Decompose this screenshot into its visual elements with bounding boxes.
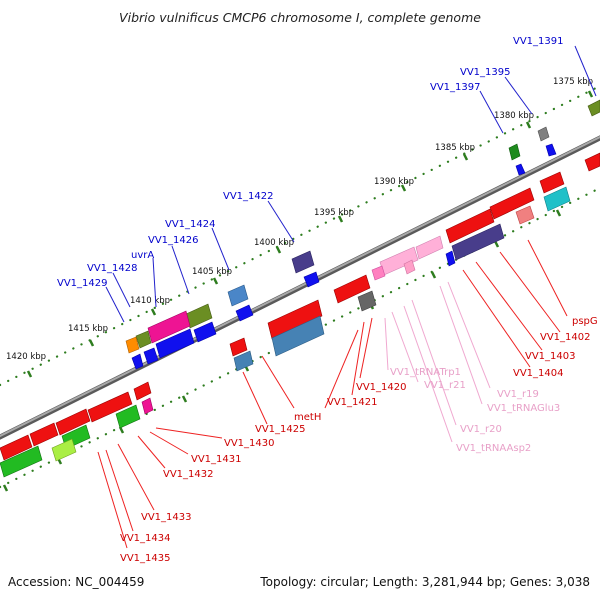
- leader-lines-red: [97, 239, 568, 549]
- upper-labels: VV1_1391 VV1_1395 VV1_1397 VV1_1422 VV1_…: [57, 36, 564, 289]
- gene-VV1_1435[interactable]: [0, 445, 43, 478]
- gene-VV1_1425[interactable]: [229, 337, 248, 357]
- label-VV1_r19[interactable]: VV1_r19: [497, 389, 539, 400]
- gene-VV1_1433-b[interactable]: [51, 438, 77, 462]
- scale-label-1395: 1395 kbp: [314, 208, 354, 218]
- label-VV1_r21[interactable]: VV1_r21: [424, 380, 466, 391]
- lower-gene-rows: [0, 152, 600, 478]
- label-VV1_1425[interactable]: VV1_1425: [255, 424, 306, 435]
- label-VV1_1428[interactable]: VV1_1428: [87, 263, 138, 274]
- genome-summary-text: Topology: circular; Length: 3,281,944 bp…: [260, 575, 590, 589]
- scale-labels: 1375 kbp 1380 kbp 1385 kbp 1390 kbp 1395…: [6, 77, 593, 362]
- gene-VV1_1431-c[interactable]: [141, 397, 154, 415]
- label-VV1_1421[interactable]: VV1_1421: [327, 397, 378, 408]
- label-uvrA[interactable]: uvrA: [131, 250, 154, 261]
- gene-VV1_1430[interactable]: [133, 381, 152, 401]
- gene-VV1_tRNAAsp2[interactable]: [371, 265, 386, 281]
- label-VV1_1403[interactable]: VV1_1403: [525, 351, 576, 362]
- scale-label-1405: 1405 kbp: [192, 267, 232, 277]
- gene-uvrA[interactable]: [147, 310, 191, 344]
- gene-VV1_1425-b[interactable]: [233, 350, 254, 372]
- scale-label-1375: 1375 kbp: [553, 77, 593, 87]
- label-VV1_1402[interactable]: VV1_1402: [540, 332, 591, 343]
- gene-VV1_1424[interactable]: [227, 284, 249, 307]
- leader-lines-upper: [105, 45, 597, 323]
- gene-VV1_1434[interactable]: [0, 434, 33, 461]
- gene-VV1_1403[interactable]: [489, 187, 535, 220]
- gene-uvrA-b[interactable]: [155, 328, 195, 359]
- scale-label-1415: 1415 kbp: [68, 324, 108, 334]
- leader-lines-pink: [384, 281, 491, 443]
- label-VV1_1397[interactable]: VV1_1397: [430, 82, 481, 93]
- gene-VV1_1426-b[interactable]: [193, 321, 217, 343]
- scale-label-1410: 1410 kbp: [130, 296, 170, 306]
- gene-VV1_1397[interactable]: [508, 143, 521, 161]
- label-VV1_1430[interactable]: VV1_1430: [224, 438, 275, 449]
- label-VV1_1434[interactable]: VV1_1434: [120, 533, 171, 544]
- gene-metH[interactable]: [267, 299, 323, 340]
- gene-VV1_1432[interactable]: [55, 408, 91, 436]
- label-VV1_1424[interactable]: VV1_1424: [165, 219, 216, 230]
- gene-VV1_1433[interactable]: [29, 422, 59, 447]
- label-VV1_1432[interactable]: VV1_1432: [163, 469, 214, 480]
- gene-VV1_1402[interactable]: [539, 171, 565, 194]
- gene-metH-b[interactable]: [271, 315, 325, 357]
- accession-text: Accession: NC_004459: [8, 575, 145, 589]
- gene-VV1_1395[interactable]: [537, 126, 550, 142]
- scale-label-1400: 1400 kbp: [254, 238, 294, 248]
- label-VV1_1435[interactable]: VV1_1435: [120, 553, 171, 564]
- lower-labels: pspG VV1_1402 VV1_1403 VV1_1404 VV1_r19 …: [120, 316, 598, 564]
- gene-VV1_r21[interactable]: [403, 259, 416, 275]
- gene-VV1_1428-b[interactable]: [143, 347, 159, 365]
- genome-title: Vibrio vulnificus CMCP6 chromosome I, co…: [119, 10, 481, 25]
- label-VV1_1391[interactable]: VV1_1391: [513, 36, 564, 47]
- gene-VV1_1402-b[interactable]: [543, 186, 571, 212]
- scale-label-1385: 1385 kbp: [435, 143, 475, 153]
- upper-gene-row: [125, 99, 600, 370]
- gene-VV1_1395-arrow[interactable]: [545, 143, 557, 157]
- gene-VV1_r19[interactable]: [415, 235, 444, 260]
- gene-VV1_1429-b[interactable]: [131, 353, 144, 370]
- gene-VV1_1424-small[interactable]: [235, 304, 254, 322]
- gene-VV1_1422-small[interactable]: [303, 271, 320, 288]
- label-VV1_r20[interactable]: VV1_r20: [460, 424, 502, 435]
- gene-VV1_1403-b[interactable]: [515, 205, 535, 225]
- gene-VV1_1422[interactable]: [291, 250, 315, 274]
- gene-VV1_1429[interactable]: [125, 336, 140, 354]
- label-VV1_tRNATrp1[interactable]: VV1_tRNATrp1: [390, 367, 461, 378]
- label-VV1_1420[interactable]: VV1_1420: [356, 382, 407, 393]
- scale-label-1380: 1380 kbp: [494, 111, 534, 121]
- scale-label-1420: 1420 kbp: [6, 352, 46, 362]
- label-VV1_1433[interactable]: VV1_1433: [141, 512, 192, 523]
- gene-VV1_1404-b[interactable]: [451, 223, 505, 261]
- gene-VV1_1391[interactable]: [587, 99, 600, 117]
- label-VV1_1404[interactable]: VV1_1404: [513, 368, 564, 379]
- label-VV1_1395[interactable]: VV1_1395: [460, 67, 511, 78]
- label-VV1_tRNAGlu3[interactable]: VV1_tRNAGlu3: [487, 403, 560, 414]
- label-VV1_1422[interactable]: VV1_1422: [223, 191, 274, 202]
- gene-VV1_1397-arrow[interactable]: [515, 163, 526, 176]
- gene-VV1_1420[interactable]: [333, 274, 371, 304]
- chromosome-backbone: [0, 135, 600, 440]
- scale-label-1390: 1390 kbp: [374, 177, 414, 187]
- gene-VV1_1431[interactable]: [87, 391, 133, 423]
- label-VV1_1431[interactable]: VV1_1431: [191, 454, 242, 465]
- gene-pspG[interactable]: [584, 152, 600, 172]
- gene-VV1_tRNAGlu3[interactable]: [445, 250, 456, 267]
- label-metH[interactable]: metH: [294, 412, 321, 423]
- gene-VV1_1421[interactable]: [357, 290, 377, 312]
- gene-VV1_1428[interactable]: [135, 330, 152, 349]
- label-VV1_1429[interactable]: VV1_1429: [57, 278, 108, 289]
- label-VV1_tRNAAsp2[interactable]: VV1_tRNAAsp2: [456, 443, 531, 454]
- label-pspG[interactable]: pspG: [572, 316, 598, 327]
- label-VV1_1426[interactable]: VV1_1426: [148, 235, 199, 246]
- gene-VV1_1404[interactable]: [445, 208, 495, 244]
- gene-VV1_1431-b[interactable]: [115, 404, 141, 429]
